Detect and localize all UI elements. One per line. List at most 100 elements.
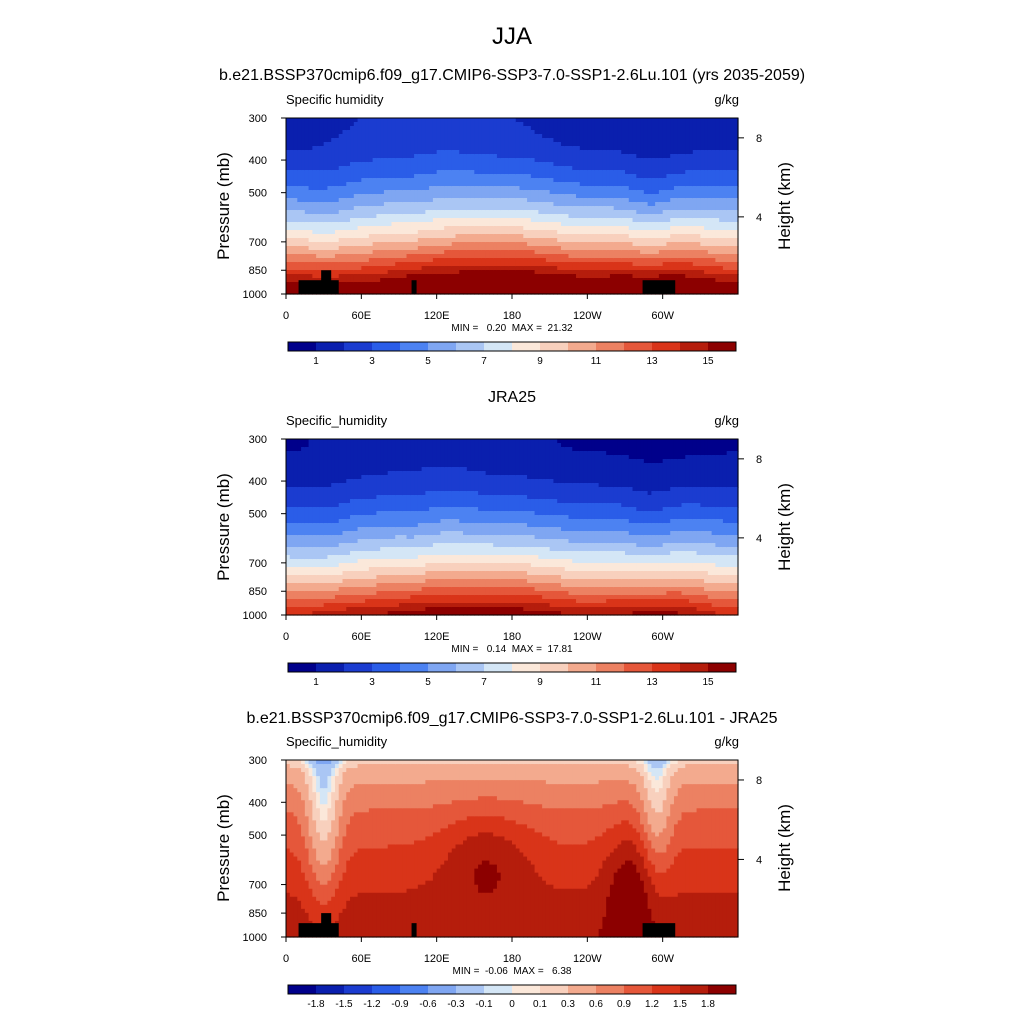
x-axis: 0 60E 120E 180 120W 60W [283, 937, 675, 965]
field-cell [470, 760, 475, 765]
colorbar-label: -0.3 [447, 999, 465, 1010]
field-cell [383, 547, 389, 560]
field-cell [655, 579, 660, 588]
field-cell [410, 222, 415, 235]
field-cell [338, 760, 344, 765]
field-cell [677, 852, 683, 894]
field-cell [625, 154, 630, 175]
field-cell [658, 563, 664, 572]
field-cell [312, 535, 317, 548]
colorbar-swatch [540, 342, 569, 351]
field-cell [421, 246, 426, 255]
field-cell [316, 591, 321, 600]
field-cell [425, 274, 430, 295]
field-cell [542, 238, 547, 247]
field-cell [572, 784, 577, 809]
field-cell [459, 587, 464, 596]
field-cell [613, 210, 619, 219]
field-cell [677, 270, 683, 275]
field-cell [297, 274, 302, 283]
field-cell [640, 840, 645, 858]
field-cell [323, 262, 329, 271]
field-cell [357, 551, 362, 560]
field-cell [673, 198, 679, 211]
field-cell [625, 519, 630, 532]
field-cell [466, 579, 472, 588]
field-cell [512, 475, 517, 496]
field-cell [542, 439, 547, 480]
field-cell [519, 760, 524, 765]
field-cell [647, 222, 652, 231]
field-cell [651, 884, 656, 922]
field-cell [485, 543, 490, 556]
field-cell [304, 439, 310, 448]
field-cell [730, 567, 735, 576]
field-cell [334, 760, 340, 765]
field-cell [640, 599, 645, 608]
field-cell [576, 250, 581, 259]
field-cell [670, 258, 675, 263]
colorbar-swatch [456, 985, 485, 994]
field-cell [478, 832, 483, 866]
field-cell [613, 587, 619, 596]
field-cell [436, 804, 442, 834]
field-cell [342, 130, 347, 167]
field-cell [289, 535, 295, 548]
field-cell [700, 186, 705, 199]
field-cell [466, 170, 472, 187]
field-cell [719, 555, 724, 568]
field-cell [640, 278, 645, 295]
field-cell [692, 242, 698, 251]
field-cell [327, 535, 332, 548]
field-cell [568, 784, 573, 809]
field-cell [711, 535, 716, 544]
field-cell [304, 262, 310, 271]
field-cell [301, 238, 306, 247]
field-cell [289, 768, 295, 785]
field-cell [722, 270, 728, 275]
field-cell [685, 270, 690, 279]
field-cell [414, 511, 419, 528]
field-cell [504, 186, 509, 199]
field-cell [628, 190, 634, 203]
field-cell [387, 439, 393, 472]
field-cell [399, 764, 404, 785]
field-cell [440, 507, 445, 520]
field-cell [387, 583, 393, 592]
field-cell [598, 487, 603, 504]
field-cell [553, 214, 558, 223]
field-cell [387, 278, 393, 295]
field-cell [519, 511, 524, 524]
field-cell [342, 282, 347, 295]
field-cell [500, 226, 506, 235]
field-cell [583, 760, 588, 765]
field-cell [730, 575, 735, 584]
field-cell [459, 603, 464, 608]
field-cell [621, 507, 626, 520]
field-cell [666, 491, 671, 508]
field-cell [365, 848, 370, 894]
colorbar-label: 3 [369, 356, 375, 367]
field-cell [658, 852, 664, 874]
field-cell [704, 238, 709, 247]
field-cell [643, 463, 649, 492]
field-cell [399, 808, 404, 846]
field-cell [376, 808, 381, 850]
field-cell [542, 266, 547, 275]
field-cell [402, 495, 408, 512]
field-cell [677, 788, 683, 821]
field-cell [662, 246, 668, 251]
field-cell [338, 282, 344, 295]
field-cell [598, 170, 603, 187]
field-cell [323, 242, 329, 251]
field-cell [399, 262, 404, 271]
field-cell [304, 583, 310, 592]
field-cell [459, 242, 464, 251]
field-cell [496, 579, 502, 588]
field-cell [372, 158, 377, 179]
field-cell [357, 218, 362, 227]
field-cell [444, 607, 449, 616]
field-cell [583, 519, 588, 532]
field-cell [515, 535, 521, 548]
field-cell [500, 242, 506, 251]
